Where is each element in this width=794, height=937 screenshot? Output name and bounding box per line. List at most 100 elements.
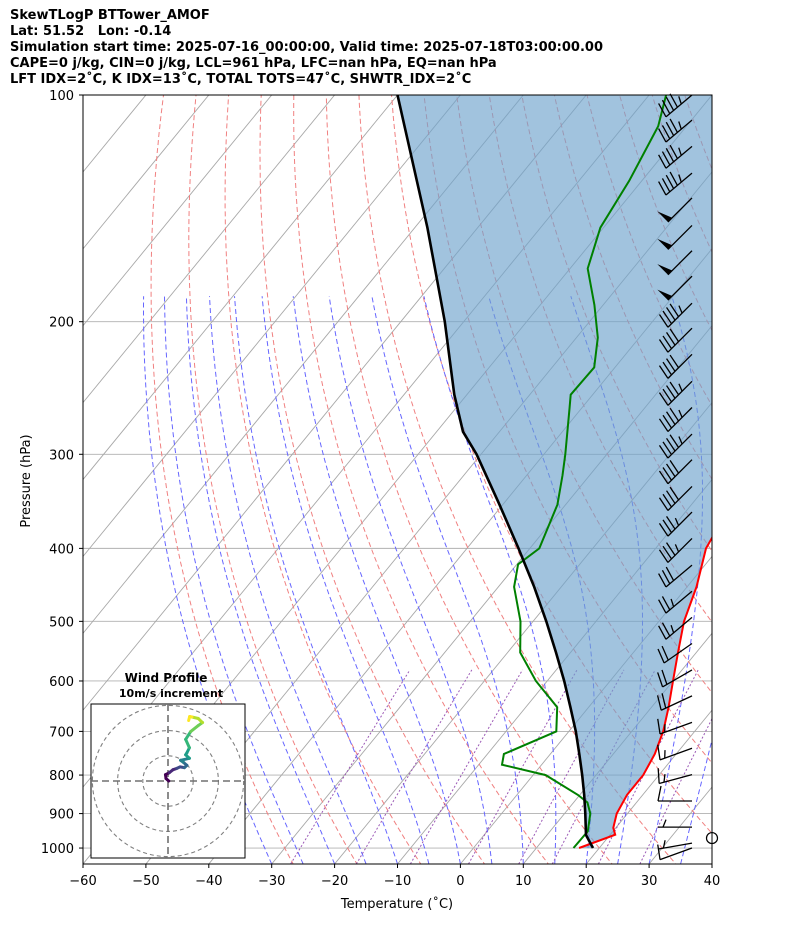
wind-barb xyxy=(658,118,693,143)
wind-barb xyxy=(657,197,693,223)
moist-adiabat xyxy=(185,296,336,864)
dry-adiabat xyxy=(150,95,294,864)
y-tick-label: 600 xyxy=(49,675,74,690)
wind-barb xyxy=(658,590,693,614)
x-tick-label: −50 xyxy=(132,874,159,889)
hodograph-segment xyxy=(189,724,200,734)
y-tick-label: 800 xyxy=(49,769,74,784)
wind-barb xyxy=(658,459,693,485)
wind-barbs xyxy=(656,93,719,861)
wind-barb xyxy=(658,144,693,169)
parcel-path-line xyxy=(396,95,595,849)
isotherm-line xyxy=(83,95,210,250)
wind-barb xyxy=(657,768,693,785)
isotherm-line xyxy=(396,478,712,864)
wind-barb xyxy=(657,250,693,276)
dry-adiabat xyxy=(770,64,794,880)
wind-barb xyxy=(658,407,693,432)
x-tick-label: 30 xyxy=(641,874,658,889)
y-tick-label: 900 xyxy=(49,808,74,823)
wind-barb xyxy=(658,511,693,537)
hodograph-subtitle: 10m/s increment xyxy=(119,687,223,700)
hodograph-inset: Wind Profile 10m/s increment xyxy=(90,671,246,859)
wind-barb xyxy=(657,844,693,861)
moist-adiabat xyxy=(143,296,273,864)
isotherm-line xyxy=(83,95,336,404)
y-tick-label: 300 xyxy=(49,448,74,463)
y-axis: 100 200 300 400 500 600 700 800 900 1000 xyxy=(41,89,83,857)
dry-adiabat xyxy=(188,95,358,864)
chart-title: SkewTLogP BTTower_AMOF xyxy=(10,8,210,23)
mixing-ratio-line xyxy=(639,717,712,864)
hodograph-segment xyxy=(184,730,193,741)
dry-adiabat xyxy=(358,95,677,864)
parcel-shading xyxy=(397,95,712,848)
moist-adiabat xyxy=(292,296,461,864)
x-tick-label: −60 xyxy=(69,874,96,889)
dry-adiabat xyxy=(224,95,422,864)
moist-adiabat xyxy=(423,296,557,864)
wind-barb xyxy=(658,380,693,406)
dewpoint-line xyxy=(500,95,668,849)
x-axis-label: Temperature (˚C) xyxy=(340,896,453,912)
y-tick-label: 400 xyxy=(49,542,74,557)
x-tick-label: −10 xyxy=(384,874,411,889)
dry-adiabat xyxy=(259,95,486,864)
wind-barb xyxy=(658,564,693,588)
moist-adiabat xyxy=(261,296,430,864)
isotherm-line xyxy=(585,709,712,864)
dry-adiabat xyxy=(738,64,794,880)
mixing-ratio-line xyxy=(409,669,523,864)
index-params-line: LFT IDX=2˚C, K IDX=13˚C, TOTAL TOTS=47˚C… xyxy=(10,72,472,87)
moist-adiabat xyxy=(711,862,712,864)
isotherm-line xyxy=(83,95,399,481)
wind-barb xyxy=(656,693,693,711)
x-tick-label: −40 xyxy=(195,874,222,889)
stability-params-line: CAPE=0 j/kg, CIN=0 j/kg, LCL=961 hPa, LF… xyxy=(10,56,497,71)
y-axis-label: Pressure (hPa) xyxy=(19,434,34,527)
isotherm-line xyxy=(83,95,273,327)
wind-barb xyxy=(658,171,693,196)
hodograph-segment xyxy=(184,737,191,750)
dry-adiabat xyxy=(707,64,794,880)
wind-barb xyxy=(657,669,693,688)
x-tick-label: 0 xyxy=(456,874,464,889)
wind-barb xyxy=(657,718,693,735)
x-tick-label: 20 xyxy=(578,874,595,889)
moist-adiabat xyxy=(328,296,493,864)
wind-barb xyxy=(658,353,693,379)
moist-adiabat xyxy=(209,296,367,864)
moist-adiabat xyxy=(570,296,643,864)
wind-barb xyxy=(658,485,693,511)
isotherm-line xyxy=(711,863,712,864)
isotherm-line xyxy=(459,555,712,864)
dry-adiabat xyxy=(293,95,549,864)
moist-adiabat xyxy=(164,296,304,864)
location-line: Lat: 51.52 Lon: -0.14 xyxy=(10,24,172,39)
wind-barb xyxy=(658,819,692,828)
wind-barb xyxy=(657,744,693,761)
wind-barb xyxy=(658,302,693,328)
x-axis: −60 −50 −40 −30 −20 −10 0 10 20 30 40 xyxy=(69,864,720,889)
mixing-ratio-line xyxy=(468,669,578,864)
moist-adiabat xyxy=(371,296,524,864)
hodograph-ring xyxy=(91,704,245,858)
simulation-time-line: Simulation start time: 2025-07-16_00:00:… xyxy=(10,40,603,55)
isotherm-line xyxy=(762,61,794,880)
x-tick-label: −30 xyxy=(258,874,285,889)
wind-barb xyxy=(657,785,692,802)
wind-barb xyxy=(658,433,693,459)
dry-adiabat xyxy=(325,95,613,864)
wind-barb xyxy=(657,642,693,664)
temperature-line xyxy=(578,535,712,849)
wind-barb xyxy=(658,327,693,353)
wind-barb xyxy=(658,840,693,850)
x-tick-label: 10 xyxy=(515,874,532,889)
y-tick-label: 200 xyxy=(49,316,74,331)
wind-barb xyxy=(658,537,693,563)
y-tick-label: 100 xyxy=(49,89,74,104)
mixing-ratio-line xyxy=(355,669,473,864)
moist-adiabat xyxy=(234,296,398,864)
y-tick-label: 500 xyxy=(49,615,74,630)
